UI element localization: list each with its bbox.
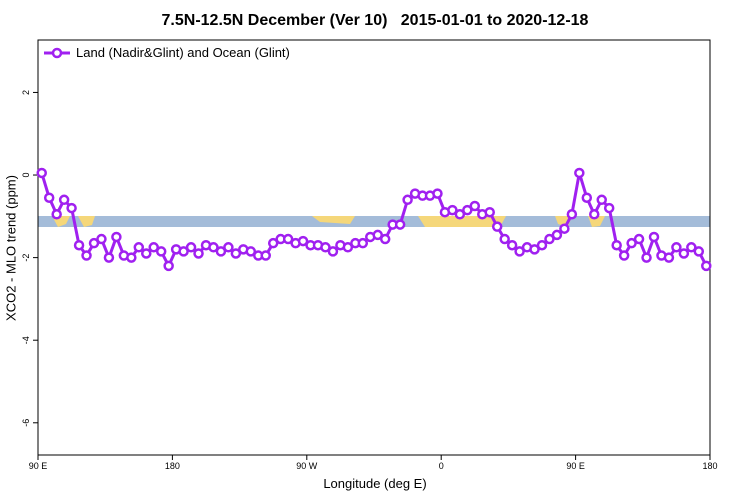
- y-tick-label: 0: [21, 173, 31, 178]
- data-point: [462, 204, 473, 216]
- data-point: [58, 194, 70, 206]
- data-point: [379, 233, 391, 245]
- legend: [39, 41, 291, 65]
- data-point: [51, 209, 62, 220]
- data-point: [603, 202, 615, 214]
- data-point: [245, 246, 257, 257]
- data-point: [320, 242, 331, 253]
- data-point: [185, 242, 197, 253]
- data-point: [544, 233, 555, 245]
- y-tick-label: -2: [21, 254, 31, 262]
- plot-frame: [37, 39, 711, 456]
- data-point: [81, 250, 92, 261]
- data-point: [499, 233, 510, 245]
- data-point: [626, 237, 637, 249]
- x-axis-label: Longitude (deg E): [323, 476, 426, 491]
- data-point: [648, 231, 660, 243]
- data-point: [215, 246, 227, 257]
- x-tick-label: 180: [165, 461, 180, 471]
- data-point: [529, 244, 540, 255]
- data-point: [126, 252, 137, 263]
- data-point: [148, 242, 159, 253]
- y-axis-label: XCO2 - MLO trend (ppm): [3, 175, 18, 321]
- data-point: [454, 209, 466, 220]
- data-point: [663, 252, 675, 263]
- data-point: [559, 223, 570, 234]
- data-point: [633, 233, 645, 245]
- data-point: [223, 242, 234, 253]
- data-point: [491, 221, 503, 232]
- y-tick-label: -6: [21, 419, 31, 427]
- data-point: [447, 204, 458, 216]
- data-point: [208, 242, 219, 253]
- data-point: [327, 246, 339, 257]
- data-point: [36, 167, 47, 179]
- data-point: [678, 248, 690, 259]
- data-point: [589, 209, 600, 220]
- data-point: [260, 250, 271, 261]
- data-point: [693, 246, 705, 257]
- data-point: [282, 233, 294, 245]
- data-point: [484, 206, 495, 218]
- x-tick-label: 0: [439, 461, 444, 471]
- data-point: [506, 239, 518, 251]
- data-point: [686, 242, 697, 253]
- data-point: [581, 192, 593, 203]
- data-point: [551, 229, 563, 241]
- data-point: [141, 248, 152, 259]
- data-point: [297, 235, 309, 247]
- x-tick-label: 180: [702, 461, 717, 471]
- data-point: [193, 248, 204, 259]
- data-point: [357, 237, 369, 249]
- data-point: [155, 246, 167, 257]
- ocean-band: [38, 216, 710, 227]
- data-point: [432, 188, 443, 199]
- data-point: [671, 242, 682, 253]
- data-point: [43, 192, 55, 203]
- data-point: [133, 242, 145, 253]
- data-point: [611, 239, 622, 251]
- data-point: [618, 250, 630, 261]
- data-point: [163, 260, 174, 272]
- x-tick-label: 90 E: [29, 461, 48, 471]
- legend-marker: [51, 47, 63, 59]
- data-point: [66, 202, 77, 214]
- data-point: [514, 246, 525, 257]
- data-point: [394, 219, 406, 230]
- chart-title: 7.5N-12.5N December (Ver 10) 2015-01-01 …: [162, 12, 589, 29]
- data-point: [536, 239, 548, 251]
- data-point: [566, 209, 578, 220]
- legend-label: Land (Nadir&Glint) and Ocean (Glint): [76, 45, 290, 60]
- data-point: [267, 237, 279, 249]
- data-point: [96, 233, 107, 245]
- data-point: [469, 200, 481, 212]
- data-point: [574, 167, 585, 179]
- data-point: [230, 248, 242, 259]
- data-point: [342, 242, 354, 253]
- data-point: [178, 246, 189, 257]
- x-tick-label: 90 E: [566, 461, 585, 471]
- data-point: [596, 194, 607, 206]
- data-point: [701, 260, 712, 272]
- y-tick-label: 2: [21, 90, 31, 95]
- data-point: [402, 194, 413, 206]
- data-point: [103, 252, 115, 263]
- y-tick-label: -4: [21, 336, 31, 344]
- data-point: [641, 252, 652, 263]
- x-tick-label: 90 W: [296, 461, 318, 471]
- data-point: [111, 231, 122, 243]
- data-point: [73, 239, 85, 251]
- data-point: [372, 229, 383, 241]
- data-point: [88, 237, 100, 249]
